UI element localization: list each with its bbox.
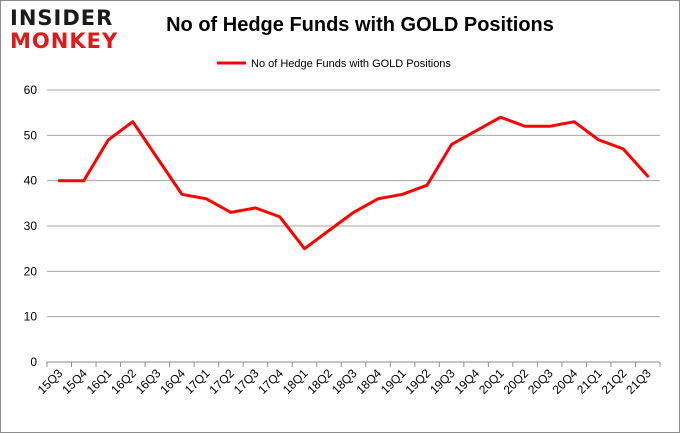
- y-tick-label-50: 50: [24, 128, 38, 142]
- x-tick-label-19Q3: 19Q3: [427, 366, 458, 397]
- legend-label: No of Hedge Funds with GOLD Positions: [251, 58, 451, 70]
- x-tick-label-21Q3: 21Q3: [623, 366, 654, 397]
- x-tick-label-16Q4: 16Q4: [157, 366, 188, 397]
- x-tick-label-21Q2: 21Q2: [599, 366, 630, 397]
- x-tick-label-17Q2: 17Q2: [206, 366, 237, 397]
- y-tick-label-40: 40: [24, 174, 38, 188]
- x-tick-label-19Q1: 19Q1: [378, 366, 409, 397]
- legend: No of Hedge Funds with GOLD Positions: [217, 58, 451, 70]
- x-tick-label-15Q3: 15Q3: [35, 366, 66, 397]
- x-tick-label-20Q3: 20Q3: [525, 366, 556, 397]
- y-tick-label-30: 30: [24, 219, 38, 233]
- x-tick-label-18Q4: 18Q4: [353, 366, 384, 397]
- y-tick-label-60: 60: [24, 83, 38, 97]
- x-tick-label-19Q4: 19Q4: [452, 366, 483, 397]
- y-tick-labels: 0 10 20 30 40 50 60: [24, 83, 38, 369]
- chart-title: No of Hedge Funds with GOLD Positions: [166, 14, 554, 36]
- logo-line-monkey: MONKEY: [10, 29, 119, 53]
- x-tick-label-16Q1: 16Q1: [84, 366, 115, 397]
- x-tick-label-17Q1: 17Q1: [182, 366, 213, 397]
- x-tick-label-17Q3: 17Q3: [231, 366, 262, 397]
- x-tick-label-18Q3: 18Q3: [329, 366, 360, 397]
- y-tick-label-20: 20: [24, 264, 38, 278]
- x-tick-label-20Q2: 20Q2: [501, 366, 532, 397]
- x-tick-label-18Q2: 18Q2: [304, 366, 335, 397]
- x-tick-label-16Q3: 16Q3: [133, 366, 164, 397]
- x-tick-label-19Q2: 19Q2: [403, 366, 434, 397]
- x-tick-label-16Q2: 16Q2: [108, 366, 139, 397]
- axes: [46, 361, 661, 367]
- logo-line-insider: INSIDER: [10, 6, 114, 30]
- x-tick-label-20Q1: 20Q1: [476, 366, 507, 397]
- series-line-0: [57, 115, 650, 251]
- x-tick-label-17Q4: 17Q4: [255, 366, 286, 397]
- series-lines: [57, 115, 650, 251]
- x-tick-label-21Q1: 21Q1: [574, 366, 605, 397]
- y-tick-label-0: 0: [30, 355, 37, 369]
- x-tick-label-20Q4: 20Q4: [550, 366, 581, 397]
- grid-lines: [47, 89, 660, 318]
- x-tick-labels: 15Q315Q416Q116Q216Q316Q417Q117Q217Q317Q4…: [35, 366, 654, 397]
- insider-monkey-logo: INSIDER MONKEY: [10, 8, 128, 52]
- y-tick-label-10: 10: [24, 310, 38, 324]
- x-tick-label-15Q4: 15Q4: [59, 366, 90, 397]
- x-tick-label-18Q1: 18Q1: [280, 366, 311, 397]
